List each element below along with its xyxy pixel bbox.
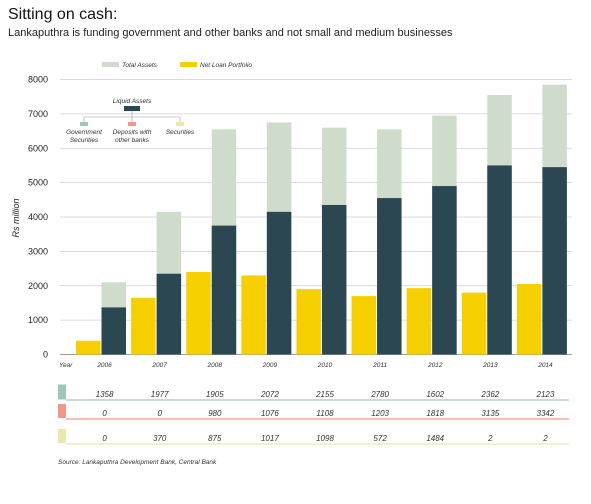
table-cell-sec-2006: 0 [102,434,107,443]
bar-liquid-assets-2009 [266,211,292,355]
bar-net-loan-2008 [186,272,211,355]
table-cell-dep-2010: 1108 [316,409,334,418]
bar-liquid-assets-2010 [321,204,347,355]
table-row-swatch-dep [58,404,66,418]
bar-net-loan-2011 [351,296,377,355]
table-cell-dep-2008: 980 [208,409,222,418]
x-tick-2014: 2014 [537,362,553,369]
table-row-swatch-sec [58,429,66,443]
bar-liquid-assets-2007 [156,273,182,355]
table-cell-sec-2009: 1017 [261,434,279,443]
table-cell-sec-2012: 1484 [426,434,444,443]
table-cell-sec-2007: 370 [153,434,167,443]
y-tick-7000: 7000 [28,109,48,119]
table-cell-sec-2008: 875 [208,434,222,443]
x-tick-2006: 2006 [96,362,112,369]
table-cell-dep-2013: 3135 [481,409,499,418]
bar-net-loan-2014 [516,284,542,355]
table-cell-gov-2006: 1358 [96,390,114,399]
bar-net-loan-2006 [76,340,101,355]
table-cell-gov-2008: 1905 [206,390,224,399]
legend-label-sec-line1: Securities [166,129,195,136]
table-cell-dep-2006: 0 [102,409,107,418]
x-tick-2011: 2011 [372,362,387,369]
y-tick-6000: 6000 [28,143,48,153]
y-tick-3000: 3000 [28,246,48,256]
table-cell-dep-2007: 0 [157,409,162,418]
legend-swatch-total-assets [102,62,119,67]
y-tick-1000: 1000 [28,315,48,325]
y-tick-0: 0 [43,350,48,360]
table-cell-dep-2012: 1818 [426,409,444,418]
bar-net-loan-2009 [241,275,266,355]
y-tick-5000: 5000 [28,178,48,188]
x-tick-2013: 2013 [482,362,498,369]
chart-title: Sitting on cash: [8,6,118,23]
y-tick-2000: 2000 [28,281,48,291]
table-cell-gov-2014: 2123 [536,390,555,399]
x-tick-2007: 2007 [151,362,167,369]
legend-swatch-gov [80,122,88,126]
legend-label-gov-line1: Government [66,129,103,136]
x-tick-2008: 2008 [207,362,223,369]
bar-liquid-assets-2011 [377,198,402,355]
bar-liquid-assets-2006 [101,307,126,355]
table-cell-gov-2013: 2362 [480,390,499,399]
y-tick-4000: 4000 [28,212,48,222]
legend-swatch-net-loan [180,62,197,67]
table-cell-dep-2009: 1076 [261,409,279,418]
bar-net-loan-2010 [296,289,321,355]
bar-net-loan-2013 [461,292,487,355]
x-tick-2010: 2010 [317,362,333,369]
legend-label-dep-line1: Deposits with [113,129,152,136]
bar-liquid-assets-2012 [432,186,457,355]
table-cell-dep-2011: 1203 [371,409,389,418]
table-cell-gov-2009: 2072 [260,390,279,399]
table-cell-gov-2007: 1977 [151,390,169,399]
x-tick-2009: 2009 [262,362,278,369]
y-tick-8000: 8000 [28,75,48,85]
bar-net-loan-2007 [131,297,156,355]
legend-label-gov-line2: Securities [70,137,99,144]
legend-swatch-dep [128,122,136,126]
y-axis-label: Rs million [11,198,21,237]
table-cell-gov-2011: 2780 [370,390,389,399]
legend-swatch-liquid-assets [124,106,140,111]
table-row-swatch-gov [58,384,66,400]
table-cell-sec-2014: 2 [542,434,548,443]
table-cell-sec-2010: 1098 [316,434,334,443]
x-tick-2012: 2012 [427,362,443,369]
table-cell-gov-2010: 2155 [315,390,334,399]
x-axis-label: Year [59,362,73,369]
legend-label-total-assets: Total Assets [122,62,158,69]
table-cell-sec-2011: 572 [373,434,387,443]
bar-liquid-assets-2013 [487,165,512,355]
bar-liquid-assets-2008 [211,225,237,355]
legend-label-net-loan: Net Loan Portfolio [200,62,252,69]
legend-liquid-assets-title: Liquid Assets [113,98,152,105]
bar-liquid-assets-2014 [542,167,567,355]
source-note: Source: Lankaputhra Development Bank, Ce… [58,459,217,466]
table-cell-gov-2012: 1602 [426,390,444,399]
chart-subtitle: Lankaputhra is funding government and ot… [8,27,453,39]
bar-net-loan-2012 [406,288,432,355]
table-cell-sec-2013: 2 [487,434,493,443]
legend-label-dep-line2: other banks [115,137,150,144]
legend-swatch-sec [176,122,184,126]
table-cell-dep-2014: 3342 [537,409,555,418]
